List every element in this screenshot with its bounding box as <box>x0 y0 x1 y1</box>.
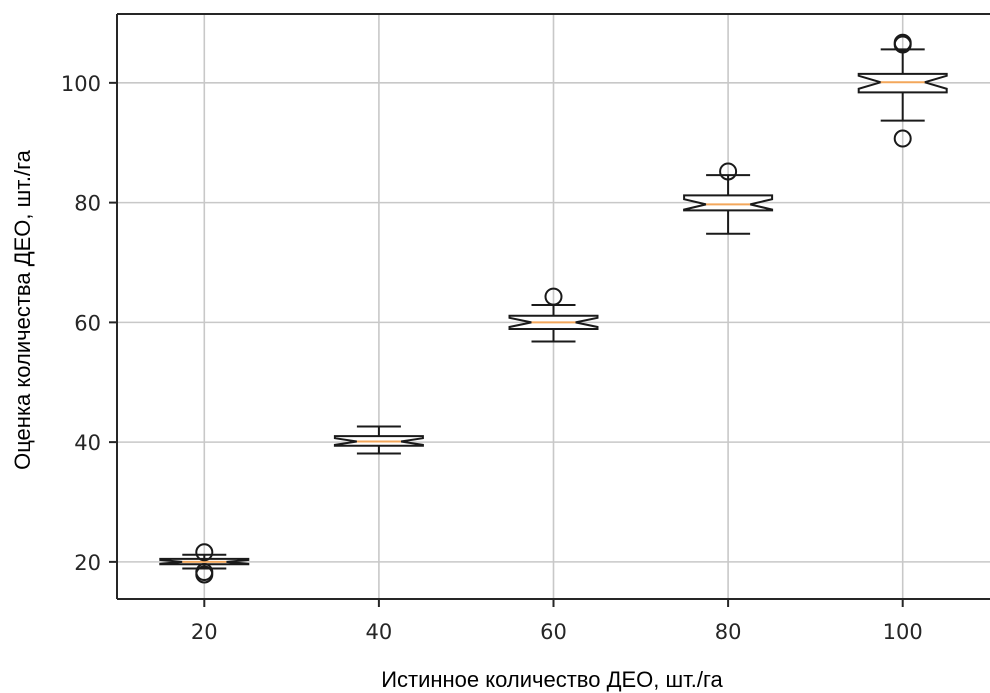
outlier-point <box>195 565 214 584</box>
x-tick-label: 60 <box>540 620 567 644</box>
box-40 <box>333 425 424 455</box>
y-tick-label: 20 <box>74 551 101 575</box>
box-body <box>683 194 774 212</box>
outlier-point <box>893 35 912 54</box>
y-tick-label: 80 <box>74 192 101 216</box>
y-tick-label: 40 <box>74 431 101 455</box>
tick-labels: 20 40 60 80 100 20 40 60 80 100 <box>61 72 923 644</box>
outlier-point <box>719 162 738 181</box>
outlier-point <box>195 543 214 562</box>
x-tick-label: 40 <box>366 620 393 644</box>
y-tick-label: 60 <box>74 311 101 335</box>
outlier-point <box>893 129 912 148</box>
boxes <box>159 33 948 584</box>
x-axis-title: Истинное количество ДЕО, шт./га <box>381 667 723 692</box>
x-tick-label: 100 <box>883 620 923 644</box>
x-tick-label: 20 <box>191 620 218 644</box>
grid <box>117 14 990 599</box>
y-axis-title: Оценка количества ДЕО, шт./га <box>10 149 35 470</box>
y-tick-label: 100 <box>61 72 101 96</box>
box-60 <box>508 287 599 343</box>
outlier-point <box>544 287 563 306</box>
box-100 <box>857 33 948 148</box>
box-80 <box>683 162 774 235</box>
axes <box>109 13 990 607</box>
x-tick-label: 80 <box>715 620 742 644</box>
box-20 <box>159 543 250 584</box>
